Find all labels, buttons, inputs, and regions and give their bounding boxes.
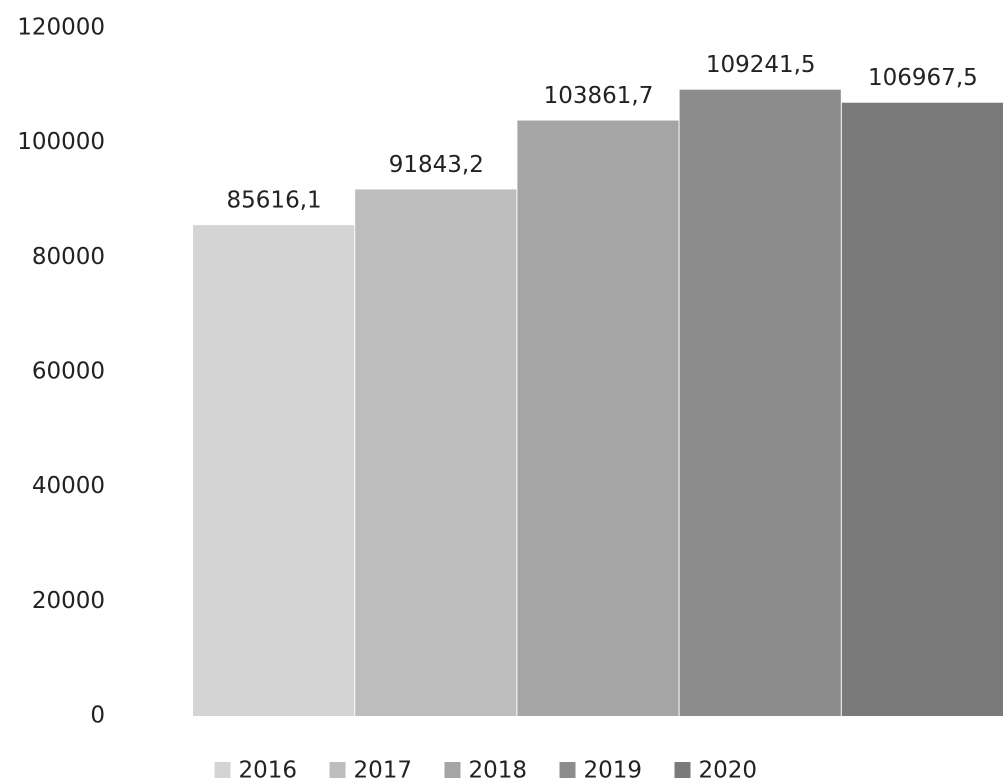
legend-label: 2019 [584,758,643,780]
data-label: 109241,5 [706,52,816,78]
y-tick-label: 120000 [17,15,105,41]
legend-swatch [444,762,461,778]
data-label: 91843,2 [389,152,484,178]
bar [841,102,1003,716]
y-tick-label: 80000 [32,244,105,270]
data-label: 106967,5 [868,65,978,91]
legend-swatch [214,762,231,778]
legend-swatch [329,762,346,778]
y-tick-label: 60000 [32,359,105,385]
y-tick-label: 20000 [32,588,105,614]
legend-label: 2020 [699,758,758,780]
legend-swatch [674,762,691,778]
data-label: 85616,1 [227,188,322,214]
legend-label: 2018 [469,758,528,780]
bar [517,120,679,717]
y-tick-label: 40000 [32,473,105,499]
y-tick-label: 100000 [17,129,105,155]
bar [679,89,841,716]
y-tick-label: 0 [90,703,105,729]
legend-label: 2016 [239,758,298,780]
bar [193,225,355,717]
legend-swatch [559,762,576,778]
data-label: 103861,7 [544,83,654,109]
bar [355,189,517,717]
legend-label: 2017 [354,758,413,780]
